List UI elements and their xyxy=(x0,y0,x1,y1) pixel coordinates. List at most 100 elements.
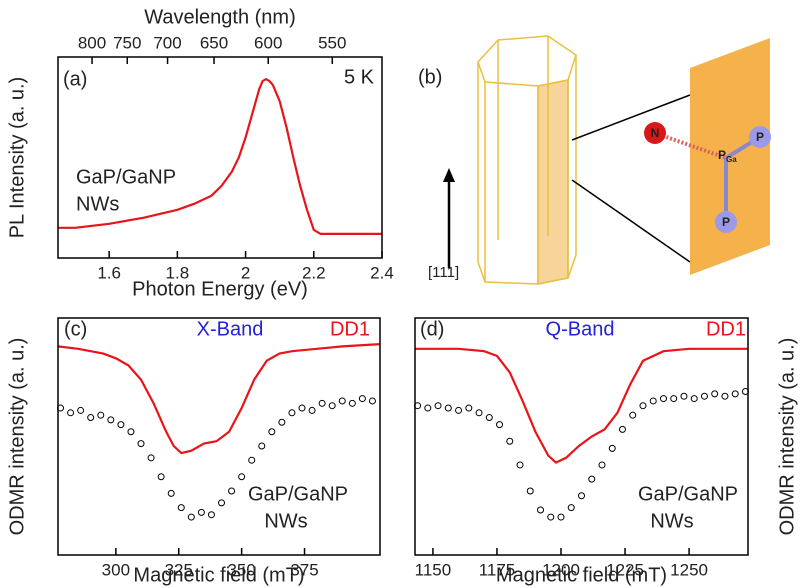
data-point xyxy=(598,461,606,469)
data-point xyxy=(690,395,698,403)
data-point xyxy=(218,499,226,507)
diagram: (b) [111] N PGa P P xyxy=(418,35,771,285)
data-point xyxy=(465,404,473,412)
shaded-face xyxy=(537,79,569,285)
data-point xyxy=(731,390,739,398)
annotation: Q-Band xyxy=(546,318,615,340)
data-point xyxy=(278,418,286,426)
x2-tick-label: 700 xyxy=(153,33,181,52)
data-point xyxy=(338,397,346,405)
data-point xyxy=(700,392,708,400)
x-tick-label: 1.8 xyxy=(166,263,190,282)
data-point xyxy=(670,395,678,403)
annotation: GaP/GaNP xyxy=(76,166,176,188)
data-point xyxy=(639,402,647,410)
data-point xyxy=(87,414,95,422)
data-point xyxy=(288,409,296,417)
data-point xyxy=(358,395,366,403)
atom-label: P xyxy=(718,148,726,162)
x-tick-label: 300 xyxy=(102,560,130,579)
data-point xyxy=(516,461,524,469)
data-point xyxy=(537,506,545,514)
panel: 1.6 1.8 2 2.2 2.4 800 750 700 650 600 550 Wavelengt… xyxy=(6,6,394,300)
x2-tick-label: 600 xyxy=(254,33,282,52)
data-point xyxy=(157,473,165,481)
x-tick-label: 2.2 xyxy=(302,263,326,282)
atom-label: P xyxy=(756,130,764,144)
nanowire xyxy=(477,35,577,285)
data-point xyxy=(127,428,135,436)
atom-label: N xyxy=(651,126,660,140)
data-point xyxy=(434,402,442,410)
data-point xyxy=(557,513,565,521)
data-point xyxy=(711,390,719,398)
data-point xyxy=(547,513,555,521)
atom-subscript: Ga xyxy=(726,155,737,164)
data-point xyxy=(207,511,215,519)
atom xyxy=(644,122,666,144)
x-axis-label: Magnetic field (mT) xyxy=(496,564,667,586)
data-point xyxy=(167,489,175,497)
data-point xyxy=(67,409,75,417)
x-tick-label: 1250 xyxy=(670,560,708,579)
annotation: NWs xyxy=(76,193,119,215)
x-tick-label: 1.6 xyxy=(97,263,121,282)
annotation: GaP/GaNP xyxy=(638,483,738,505)
y-axis-label: PL Intensity (a. u.) xyxy=(6,77,28,239)
x-axis-label: Magnetic field (mT) xyxy=(133,564,304,586)
data-point xyxy=(485,414,493,422)
data-point xyxy=(368,397,376,405)
data-point xyxy=(721,392,729,400)
atom-label: PGa xyxy=(718,148,737,164)
zoom-line xyxy=(571,94,691,141)
atom-label: P xyxy=(722,215,730,229)
plot-frame xyxy=(57,56,383,259)
data-point xyxy=(77,406,85,414)
legend-label: DD1 xyxy=(706,318,746,340)
annotation: (a) xyxy=(63,68,87,90)
annotation: 5 K xyxy=(344,66,375,88)
x2-tick-label: 550 xyxy=(318,33,346,52)
line xyxy=(58,77,382,235)
data-point xyxy=(578,492,585,500)
data-point xyxy=(308,406,316,414)
x-tick-label: 1200 xyxy=(542,560,580,579)
data-point xyxy=(455,406,463,414)
data-point xyxy=(97,411,105,419)
data-point xyxy=(649,397,657,405)
panel-label: (b) xyxy=(418,66,442,88)
data-point xyxy=(588,475,596,483)
plot-frame xyxy=(414,317,749,556)
axis-label: [111] xyxy=(428,264,459,281)
data-point xyxy=(506,437,514,445)
data-point xyxy=(147,454,155,462)
x2-tick-label: 750 xyxy=(113,33,141,52)
data-point xyxy=(618,425,626,433)
data-point xyxy=(228,487,236,495)
data-point xyxy=(629,411,637,419)
zoom-line xyxy=(571,179,691,263)
x-tick-label: 1150 xyxy=(415,560,452,579)
y-axis-label: ODMR intensity (a. u.) xyxy=(776,338,798,536)
annotation: GaP/GaNP xyxy=(248,483,348,505)
data-point xyxy=(197,508,205,516)
data-point xyxy=(424,404,432,412)
x-tick-label: 2.4 xyxy=(370,263,394,282)
top-face xyxy=(477,35,577,87)
data-point xyxy=(526,487,534,495)
data-point xyxy=(348,399,356,407)
data-point xyxy=(680,392,688,400)
data-point xyxy=(659,395,667,403)
fit-line xyxy=(57,343,381,455)
data-point xyxy=(328,402,336,410)
annotation: X-Band xyxy=(197,318,264,340)
annotation: (c) xyxy=(64,318,87,340)
arrow-head xyxy=(443,168,455,182)
data-point xyxy=(117,421,125,429)
annotation: (d) xyxy=(420,318,444,340)
x2-axis-label: Wavelength (nm) xyxy=(144,6,296,28)
fit-line xyxy=(415,347,748,464)
